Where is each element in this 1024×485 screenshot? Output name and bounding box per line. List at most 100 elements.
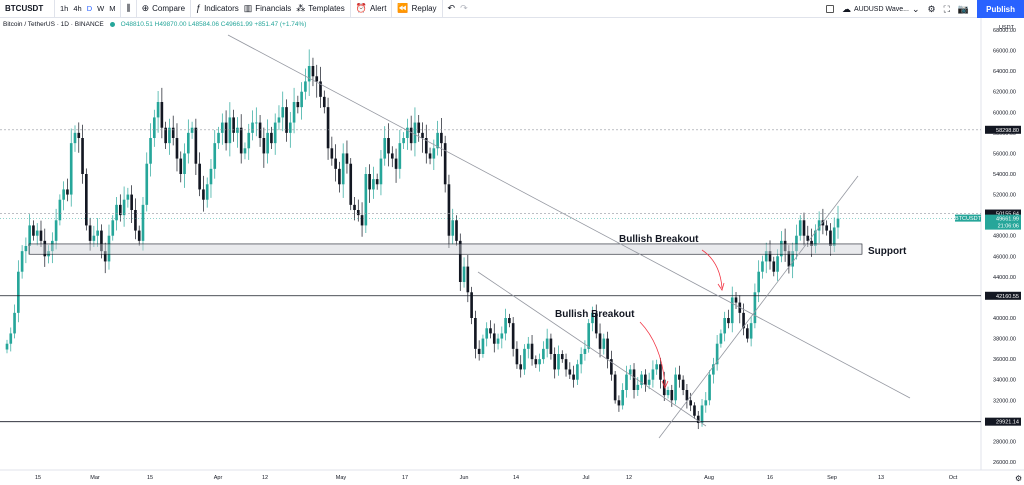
candle <box>428 147 432 165</box>
y-tick-label: 62000.00 <box>993 90 1016 96</box>
candle <box>757 260 760 303</box>
candle <box>700 398 704 427</box>
candle <box>704 392 708 413</box>
candle <box>768 240 772 270</box>
chevron-down-icon: ⌄ <box>911 3 920 14</box>
candle <box>334 144 337 182</box>
interval-m[interactable]: M <box>109 4 116 13</box>
candle <box>715 335 719 371</box>
chart-settings-gear-icon[interactable]: ⚙ <box>1015 474 1022 483</box>
breakout-arrowhead-1 <box>717 282 725 291</box>
candle <box>610 350 613 381</box>
candle <box>220 113 224 145</box>
candle <box>5 339 9 354</box>
candle <box>832 217 836 253</box>
alert-button[interactable]: ⏰ Alert <box>355 3 387 14</box>
level-tag <box>985 417 1021 426</box>
candle <box>730 286 734 333</box>
layout-name-button[interactable]: ☁ AUDUSD Wave... ⌄ <box>841 3 920 14</box>
ascending-trendline[interactable] <box>658 175 859 439</box>
symbol-group: BTCUSDT <box>0 0 55 18</box>
candle <box>394 148 398 183</box>
time-axis[interactable]: 15 Mar 15 Apr 12 May 17 Jun 14 Jul 12 Aug 16 Sep 13 Oct <box>35 475 958 481</box>
publish-button[interactable]: Publish <box>977 0 1024 18</box>
indicators-button[interactable]: ƒ Indicators <box>196 3 239 14</box>
candle <box>266 119 269 164</box>
indicators-group: ƒ Indicators ▥ Financials ⁂ Templates <box>191 0 351 18</box>
candle <box>602 333 606 355</box>
candle <box>183 143 186 188</box>
candle <box>647 372 651 390</box>
breakout-arrow-2 <box>639 321 666 387</box>
candle <box>88 217 92 251</box>
undo-icon[interactable]: ↶ <box>447 3 456 13</box>
candle <box>322 90 326 114</box>
financials-button[interactable]: ▥ Financials <box>243 3 292 14</box>
interval-d[interactable]: D <box>86 4 93 13</box>
symbol-tag <box>955 214 981 222</box>
countdown-label: 21:06:06 <box>998 224 1019 230</box>
candle <box>693 402 696 419</box>
candle <box>644 369 647 392</box>
candle <box>103 242 107 274</box>
symbol-search[interactable]: BTCUSDT <box>5 4 44 13</box>
x-tick-label: Mar <box>90 475 100 481</box>
price-axis[interactable]: 26000.0028000.0030000.0032000.0034000.00… <box>993 28 1016 466</box>
candle <box>160 87 164 139</box>
compare-button[interactable]: ⊕ Compare <box>141 3 186 14</box>
support-zone[interactable] <box>28 243 863 255</box>
redo-icon[interactable]: ↷ <box>460 3 468 13</box>
candle <box>568 362 572 380</box>
templates-icon: ⁂ <box>296 3 306 13</box>
candle <box>35 223 39 246</box>
candle <box>28 214 31 255</box>
candle <box>273 113 277 155</box>
descending-trendline-short[interactable] <box>477 271 707 427</box>
candle <box>51 232 54 264</box>
camera-icon[interactable]: 📷 <box>957 3 970 14</box>
candle <box>77 122 81 153</box>
candle <box>613 371 617 404</box>
interval-1h[interactable]: 1h <box>60 4 69 13</box>
candle <box>651 360 655 388</box>
candle <box>137 225 141 246</box>
level-tag <box>985 291 1021 300</box>
candle <box>122 186 126 227</box>
legend-ohlc: O48810.51 H49870.00 L48584.06 C49661.99 … <box>120 21 307 28</box>
x-tick-label: Jul <box>582 475 589 481</box>
y-tick-label: 44000.00 <box>993 275 1016 281</box>
candle <box>254 107 258 137</box>
candle <box>443 135 447 193</box>
candle <box>523 344 526 375</box>
market-status-dot-icon <box>109 22 115 27</box>
top-toolbar: BTCUSDT 1h 4h D W M ⫼ ⊕ Compare ƒ Indicators ▥… <box>0 0 1024 18</box>
interval-4h[interactable]: 4h <box>73 4 82 13</box>
candle <box>364 167 368 233</box>
candle <box>13 304 16 339</box>
x-tick-label: May <box>336 475 347 481</box>
templates-button[interactable]: ⁂ Templates <box>296 3 345 14</box>
candle <box>326 97 330 160</box>
candle <box>492 323 496 353</box>
candle <box>164 121 167 150</box>
candle <box>485 322 489 347</box>
candle <box>504 308 507 341</box>
candles-chart-type-icon[interactable]: ⫼ <box>126 3 131 13</box>
candle <box>696 411 700 430</box>
interval-w[interactable]: W <box>97 4 105 13</box>
fullscreen-icon[interactable]: ⛶ <box>943 3 950 14</box>
candle <box>829 223 832 256</box>
x-tick-label: 15 <box>147 475 153 481</box>
candle <box>712 357 715 384</box>
replay-button[interactable]: ⏪ Replay <box>397 3 437 14</box>
candle <box>508 313 511 328</box>
candle <box>553 347 557 379</box>
candle <box>579 347 583 374</box>
candle <box>783 228 787 262</box>
candle <box>175 123 179 172</box>
layout-select-icon[interactable] <box>825 5 834 13</box>
descending-trendline-long[interactable] <box>227 34 911 399</box>
settings-gear-icon[interactable]: ⚙ <box>927 3 936 14</box>
candle <box>353 196 356 221</box>
